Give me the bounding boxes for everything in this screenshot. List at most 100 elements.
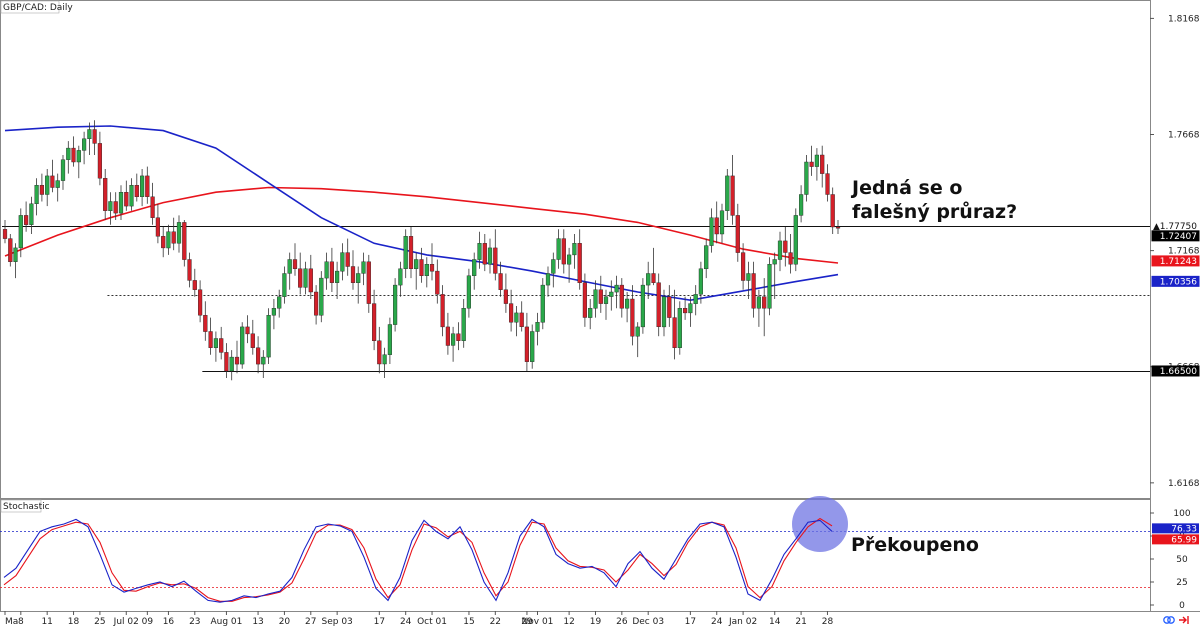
candle-body <box>176 222 182 244</box>
candle-body <box>50 175 55 188</box>
candle-body <box>108 201 113 212</box>
stochastic-d-value: 65.99 <box>1171 535 1197 545</box>
candle-body <box>39 184 44 195</box>
candle-body <box>540 284 545 323</box>
candle-body <box>704 245 709 270</box>
candle-body <box>735 215 740 253</box>
candle-body <box>66 147 71 160</box>
candle-body <box>34 184 39 204</box>
time-tick-label: Sep 03 <box>322 617 353 627</box>
candle-body <box>134 184 139 197</box>
candle-body <box>598 289 603 304</box>
candle-body <box>113 201 118 214</box>
candle-body <box>524 326 529 362</box>
candle-body <box>213 338 218 349</box>
time-tick-label: Ma <box>5 617 18 627</box>
candle-body <box>229 356 234 372</box>
time-tick-label: Nov 01 <box>522 617 554 627</box>
candle-body <box>545 273 551 286</box>
candle-body <box>129 184 134 207</box>
candle-body <box>567 254 572 265</box>
price-tag-bg <box>1151 255 1200 267</box>
overbought-label: Překoupeno <box>851 534 979 556</box>
time-tick-label: Jul 02 <box>113 617 139 627</box>
candle-body <box>87 129 92 140</box>
candle-body <box>709 217 714 246</box>
go-to-realtime-icon[interactable] <box>1179 616 1189 624</box>
candle-body <box>746 273 751 281</box>
candle-body <box>725 175 730 211</box>
candle-body <box>403 236 408 270</box>
candle-body <box>350 266 356 283</box>
moving-average-blue <box>4 125 839 302</box>
price-tag-label: 1.70356 <box>1160 277 1197 287</box>
candle-body <box>820 154 825 174</box>
candle-body <box>171 231 176 244</box>
candle-body <box>693 294 698 304</box>
time-tick-label: 19 <box>590 617 602 627</box>
time-tick-label: 18 <box>68 617 80 627</box>
candle-body <box>656 282 661 328</box>
candle-body <box>55 180 60 188</box>
candle-body <box>124 191 129 207</box>
price-tick-label: 1.61683 <box>1168 479 1200 489</box>
candle-body <box>799 194 804 216</box>
candle-body <box>308 268 313 293</box>
candle-body <box>661 296 667 328</box>
time-tick-label: 14 <box>769 617 781 627</box>
candle-body <box>593 289 598 309</box>
time-tick-label: Oct 01 <box>417 617 447 627</box>
price-tag-label: 1.77750 <box>1160 222 1197 232</box>
price-tag-bg <box>1151 230 1200 242</box>
candle-body <box>414 259 419 270</box>
link-icon[interactable] <box>1163 616 1175 624</box>
candle-body <box>445 326 450 346</box>
time-tick-label: Aug 01 <box>210 617 242 627</box>
candle-body <box>261 356 266 365</box>
stochastic-title: Stochastic <box>3 502 50 512</box>
candle-body <box>640 284 645 328</box>
time-tick-label: 28 <box>822 617 834 627</box>
stochastic-k-value: 76.33 <box>1171 524 1197 534</box>
price-tick-label: 1.81683 <box>1168 14 1200 24</box>
candle-body <box>651 273 656 284</box>
time-tick-label: 13 <box>252 617 263 627</box>
time-tick-label: 11 <box>41 617 52 627</box>
candle-body <box>155 217 160 237</box>
price-tick-label: 1.76683 <box>1168 131 1200 141</box>
candle-body <box>271 308 276 316</box>
candle-body <box>688 303 693 314</box>
candle-body <box>514 312 519 323</box>
candle-body <box>45 175 50 195</box>
time-tick-label: 25 <box>94 617 105 627</box>
candle-body <box>340 252 345 272</box>
chart-title: GBP/CAD: Daily <box>3 3 73 13</box>
candle-body <box>29 203 34 225</box>
stochastic-tick-label: 0 <box>1179 601 1185 611</box>
candle-body <box>777 240 783 260</box>
time-tick-label: 09 <box>142 617 154 627</box>
candle-body <box>250 333 255 348</box>
candle-body <box>314 291 319 316</box>
price-layer <box>2 120 1150 381</box>
candle-body <box>741 252 746 281</box>
candle-body <box>118 191 124 214</box>
time-tick-label: 29 <box>521 617 533 627</box>
stochastic-tick-label: 100 <box>1173 509 1190 519</box>
candle-body <box>498 273 503 290</box>
candle-body <box>97 143 102 179</box>
time-tick-label: Dec 03 <box>632 617 664 627</box>
stochastic-layer <box>0 496 1150 603</box>
candle-body <box>161 236 166 249</box>
candle-body <box>625 298 630 309</box>
candle-body <box>197 289 203 316</box>
candle-body <box>76 150 81 163</box>
stochastic-k-tag <box>1152 523 1199 534</box>
candle-body <box>145 175 150 197</box>
candle-body <box>698 268 703 295</box>
candle-body <box>150 196 155 218</box>
candle-body <box>751 273 756 309</box>
stochastic-title-bg <box>0 499 42 513</box>
candle-body <box>503 289 508 304</box>
candle-body <box>18 215 23 249</box>
